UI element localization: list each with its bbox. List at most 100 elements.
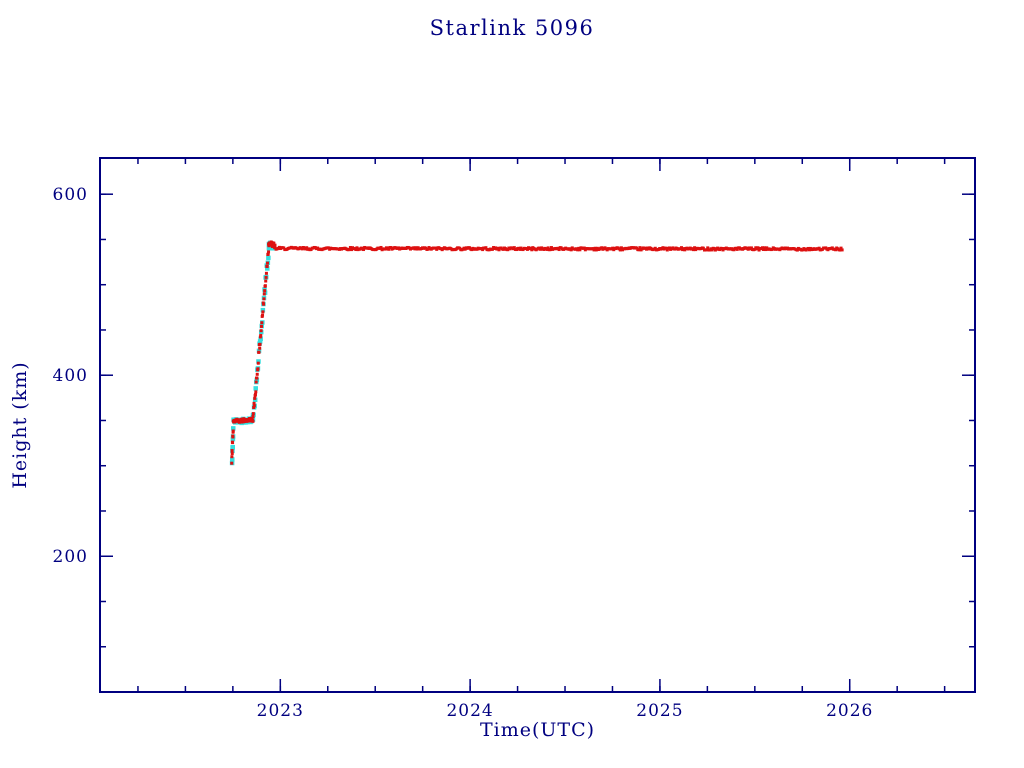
data-point-height-track-red [557,248,561,252]
data-point-height-track-red [484,246,488,250]
data-point-height-track-red [735,247,739,251]
data-point-height-track-red [254,380,258,384]
data-point-height-track-cyan [257,339,263,344]
data-point-height-track-red [282,246,286,250]
data-point-height-track-red [267,250,271,254]
data-point-height-track-red [761,247,765,251]
data-point-height-track-cyan [230,436,236,442]
data-point-height-track-cyan [258,336,263,342]
data-point-height-track-red [305,246,309,250]
data-point-height-track-red [348,246,352,250]
data-point-height-track-red [512,246,516,250]
chart-title: Starlink 5096 [429,16,595,40]
y-tick-label: 200 [53,547,88,567]
data-point-height-track-red [355,246,359,250]
data-point-height-track-red [692,248,696,252]
data-point-height-track-red [379,245,383,249]
data-point-height-track-cyan [230,426,236,431]
data-point-height-track-red [259,333,263,337]
data-point-height-track-red [263,284,267,288]
data-point-height-track-red [270,245,274,249]
data-point-height-track-red [261,310,265,314]
data-point-height-track-red [255,376,259,380]
data-point-height-track-red [231,429,235,433]
data-point-height-track-red [246,419,250,423]
data-point-height-track-red [706,246,710,250]
data-point-height-track-red [435,247,439,251]
data-point-height-track-red [680,246,684,250]
data-point-height-track-red [638,246,642,250]
data-point-height-track-red [701,246,705,250]
data-point-height-track-red [238,419,242,423]
data-point-height-track-red [525,247,529,251]
data-point-height-track-red [600,246,604,250]
data-point-height-track-red [763,246,767,250]
data-point-height-track-red [619,246,623,250]
data-point-height-track-red [569,248,573,252]
y-tick-label: 400 [53,366,88,386]
data-point-height-track-red [817,246,821,250]
data-point-height-track-red [349,248,353,252]
data-point-height-track-red [260,321,264,325]
x-axis-label: Time(UTC) [479,719,596,741]
data-point-height-track-red [273,243,277,247]
data-point-height-track-red [693,246,697,250]
data-point-height-track-red [635,246,639,250]
data-point-height-track-red [252,401,256,405]
data-point-height-track-red [265,261,269,265]
data-point-height-track-red [266,252,270,256]
data-point-height-track-red [251,419,255,423]
data-point-height-track-red [582,246,586,250]
x-tick-label: 2023 [257,701,304,721]
data-point-height-track-red [251,415,255,419]
data-point-height-track-red [530,248,534,252]
data-point-height-track-red [230,451,234,455]
data-point-height-track-cyan [253,386,258,391]
data-point-height-track-red [618,248,622,252]
data-point-height-track-red [756,246,760,250]
plot-frame [99,157,976,693]
data-point-height-track-red [549,246,553,250]
data-point-height-track-red [354,248,358,252]
data-point-height-track-cyan [256,359,261,364]
data-point-height-track-red [252,406,256,410]
data-point-height-track-red [481,248,485,252]
data-point-height-track-red [705,248,709,252]
data-point-height-track-red [230,461,234,465]
data-point-height-track-red [664,246,668,250]
data-point-height-track-cyan [254,377,260,383]
data-point-height-track-cyan [260,307,266,313]
data-point-height-track-red [506,248,510,252]
data-point-height-track-red [242,420,246,424]
data-point-height-track-cyan [230,457,235,462]
data-point-height-track-red [259,324,263,328]
data-point-height-track-red [264,279,268,283]
data-point-height-track-red [262,297,266,301]
data-point-height-track-red [252,404,256,408]
data-point-height-track-red [250,416,254,420]
data-point-height-track-red [834,248,838,252]
data-point-height-track-red [497,248,501,252]
data-point-height-track-red [264,275,268,279]
data-point-height-track-red [546,246,550,250]
data-point-height-track-red [529,246,533,250]
data-point-height-track-red [263,289,267,293]
data-point-height-track-red [795,248,799,252]
data-point-height-track-red [268,243,272,247]
data-point-height-track-red [257,350,261,354]
data-point-height-track-red [389,246,393,250]
data-point-height-track-red [231,435,235,439]
data-point-height-track-red [253,392,257,396]
data-point-height-track-red [231,441,235,445]
data-point-height-track-red [262,292,266,296]
data-point-height-track-cyan [266,255,271,261]
data-point-height-track-red [426,247,430,251]
data-point-height-track-red [765,246,769,250]
y-tick-label: 600 [53,185,88,205]
data-point-height-track-red [665,248,669,252]
data-point-height-track-red [265,265,269,269]
data-point-height-track-red [710,248,714,252]
data-point-height-track-red [256,367,260,371]
